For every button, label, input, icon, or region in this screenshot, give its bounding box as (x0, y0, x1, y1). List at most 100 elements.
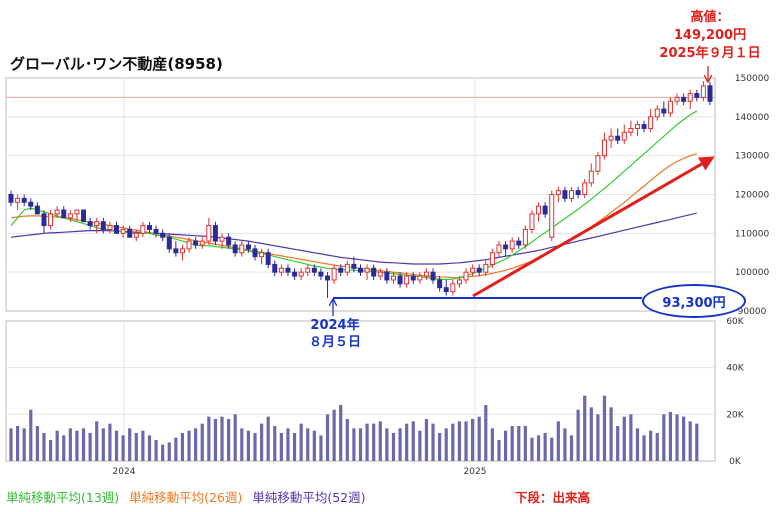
candlestick (100, 217, 106, 234)
candle-body-up (496, 244, 502, 254)
volume-bar (675, 414, 679, 461)
candle-body-up (595, 155, 601, 172)
volume-bars (9, 395, 699, 461)
volume-bar (42, 433, 46, 461)
volume-bar (464, 421, 468, 461)
candle-body-up (463, 271, 469, 281)
candle-body-down (338, 267, 344, 273)
candlestick (252, 244, 258, 261)
volume-bar (405, 423, 409, 461)
x-tick-label: 2024 (113, 467, 136, 477)
candle-body-up (588, 170, 594, 184)
volume-bar (95, 421, 99, 461)
price-tick-label: 130000 (735, 152, 770, 162)
volume-bar (629, 414, 633, 461)
candlestick (601, 132, 607, 160)
candle-body-down (358, 267, 363, 273)
price-tick-label: 90000 (738, 307, 767, 317)
candle-body-down (87, 221, 93, 227)
candle-body-down (41, 213, 47, 227)
volume-bar (134, 433, 138, 461)
candle-body-down (371, 267, 377, 277)
candlestick (358, 264, 363, 277)
candle-body-down (265, 252, 271, 265)
candlestick (272, 260, 278, 277)
candlestick (569, 186, 575, 203)
volume-bar (385, 428, 389, 461)
candlestick (390, 272, 396, 284)
volume-bar (668, 412, 673, 461)
candlestick (74, 209, 80, 222)
volume-bar (569, 435, 574, 461)
candlestick (34, 202, 40, 215)
volume-bar (602, 395, 607, 461)
candlestick (681, 93, 687, 106)
low-date-year: 2024年 (310, 318, 360, 333)
volume-bar (662, 414, 666, 461)
candlestick (140, 221, 146, 238)
low-date-annotation: 2024年 ８月５日 (300, 317, 370, 351)
candlestick (15, 194, 21, 211)
candle-body-up (667, 100, 673, 114)
peak-annotation: 高値： 149,200円 2025年９月１日 (655, 9, 765, 63)
candlestick (555, 186, 561, 203)
candlestick (292, 268, 298, 280)
volume-bar (517, 426, 521, 461)
candle-body-down (245, 244, 251, 250)
volume-bar (411, 421, 415, 461)
candle-body-up (278, 267, 284, 273)
candlestick (575, 186, 581, 199)
price-tick-label: 120000 (735, 191, 770, 201)
volume-bar (543, 433, 547, 461)
candle-body-down (311, 267, 317, 273)
candlestick (595, 151, 601, 176)
candle-body-up (239, 244, 245, 254)
candlestick (28, 198, 34, 211)
volume-bar (259, 423, 264, 461)
candle-body-up (54, 209, 60, 215)
volume-bar (510, 426, 514, 461)
volume-bar (589, 407, 593, 461)
candle-body-down (562, 190, 568, 199)
volume-bar (319, 435, 323, 461)
volume-bar (523, 426, 527, 461)
candlestick (81, 209, 87, 223)
candlestick (146, 221, 152, 234)
volume-bar (240, 428, 244, 461)
candlestick (694, 89, 700, 102)
candle-body-down (410, 275, 416, 281)
candle-body-up (219, 236, 225, 242)
candle-body-down (166, 236, 172, 250)
candlestick (173, 241, 179, 257)
candlestick (641, 120, 647, 133)
candle-body-up (305, 267, 311, 273)
candle-body-up (344, 263, 350, 273)
volume-bar (378, 421, 382, 461)
low-price-label: 93,300円 (662, 295, 726, 311)
candlestick (536, 202, 542, 222)
candle-body-up (608, 135, 614, 141)
candle-body-down (661, 108, 667, 114)
candle-body-up (456, 279, 462, 285)
candlestick (94, 217, 100, 234)
candlestick (285, 264, 291, 277)
candlestick (430, 268, 436, 284)
candle-body-up (259, 252, 265, 258)
candle-body-up (179, 248, 185, 254)
candlestick (166, 233, 172, 253)
candle-body-up (529, 213, 535, 230)
candlestick (654, 105, 660, 121)
candle-body-up (74, 209, 80, 215)
candlestick (127, 225, 133, 238)
volume-bar (273, 426, 277, 461)
candlestick (384, 268, 390, 284)
volume-bar (503, 430, 508, 461)
candlestick (107, 221, 113, 234)
volume-bar (451, 423, 455, 461)
volume-bar (68, 428, 72, 461)
candle-body-down (232, 244, 238, 254)
candlestick (410, 272, 416, 284)
candle-body-down (516, 240, 522, 246)
volume-bar (655, 433, 659, 461)
candle-body-up (555, 190, 561, 196)
